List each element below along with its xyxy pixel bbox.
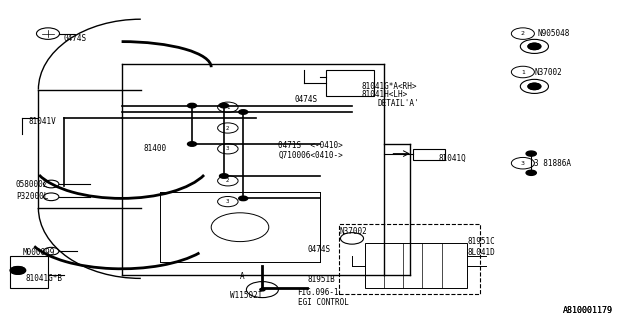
Text: 8L041D: 8L041D bbox=[467, 248, 495, 257]
Text: 0474S: 0474S bbox=[307, 245, 330, 254]
Circle shape bbox=[260, 288, 265, 291]
Circle shape bbox=[528, 83, 541, 90]
Text: A: A bbox=[240, 272, 244, 281]
Circle shape bbox=[220, 103, 228, 108]
Text: 81951B: 81951B bbox=[307, 276, 335, 284]
Text: 0580002: 0580002 bbox=[16, 180, 49, 188]
Text: 2: 2 bbox=[226, 125, 230, 131]
Text: 81041V: 81041V bbox=[29, 117, 56, 126]
Text: DETAIL'A': DETAIL'A' bbox=[378, 99, 419, 108]
Bar bbox=[326, 70, 374, 96]
Bar bbox=[365, 243, 467, 288]
Bar bbox=[339, 224, 480, 294]
Text: 81041H<LH>: 81041H<LH> bbox=[362, 90, 408, 99]
Circle shape bbox=[239, 110, 248, 114]
Text: 3: 3 bbox=[521, 161, 525, 166]
Text: N905048: N905048 bbox=[538, 29, 570, 38]
Bar bbox=[413, 149, 445, 160]
Text: EGI CONTROL: EGI CONTROL bbox=[298, 298, 348, 307]
Text: 3: 3 bbox=[226, 199, 230, 204]
Text: 0474S: 0474S bbox=[64, 34, 87, 43]
Text: P32000L: P32000L bbox=[16, 192, 49, 201]
Text: 8l041Q: 8l041Q bbox=[438, 154, 466, 163]
Text: 81400: 81400 bbox=[144, 144, 167, 153]
Text: 1: 1 bbox=[521, 69, 525, 75]
Circle shape bbox=[239, 196, 248, 201]
Text: 81951C: 81951C bbox=[467, 237, 495, 246]
Text: 81041G*A<RH>: 81041G*A<RH> bbox=[362, 82, 417, 91]
Text: FIG.096-1: FIG.096-1 bbox=[298, 288, 339, 297]
Text: 0474S: 0474S bbox=[294, 95, 317, 104]
Text: 3 81886A: 3 81886A bbox=[534, 159, 572, 168]
Text: 2: 2 bbox=[521, 31, 525, 36]
Circle shape bbox=[526, 151, 536, 156]
Text: N37002: N37002 bbox=[339, 228, 367, 236]
Text: A810001179: A810001179 bbox=[563, 306, 613, 315]
Circle shape bbox=[188, 103, 196, 108]
Text: 0471S  <-0410>: 0471S <-0410> bbox=[278, 141, 343, 150]
Text: N37002: N37002 bbox=[534, 68, 562, 76]
Circle shape bbox=[528, 43, 541, 50]
Circle shape bbox=[188, 142, 196, 146]
Circle shape bbox=[526, 170, 536, 175]
Text: 1: 1 bbox=[226, 105, 230, 110]
Circle shape bbox=[10, 267, 26, 274]
Text: M000099: M000099 bbox=[22, 248, 55, 257]
Text: 3: 3 bbox=[226, 146, 230, 151]
Text: 2: 2 bbox=[226, 178, 230, 183]
Text: 81041G*B: 81041G*B bbox=[26, 274, 63, 283]
Bar bbox=[10, 256, 48, 288]
Text: Q710006<0410->: Q710006<0410-> bbox=[278, 151, 343, 160]
Text: A810001179: A810001179 bbox=[563, 306, 613, 315]
Text: W11502I: W11502I bbox=[230, 292, 263, 300]
Circle shape bbox=[220, 174, 228, 178]
